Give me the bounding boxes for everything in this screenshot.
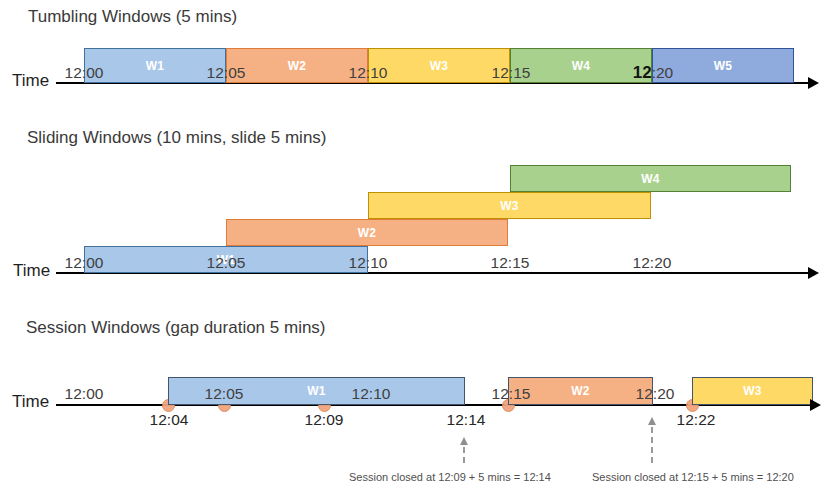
time-tick-label: 12:20: [636, 384, 675, 404]
diagram-title: Session Windows (gap duration 5 mins): [26, 318, 326, 338]
event-time-label: 12:22: [677, 410, 716, 430]
event-time-label: 12:09: [305, 410, 344, 430]
arrow-right-icon: [808, 77, 819, 89]
event-time-label: 12:14: [447, 410, 486, 430]
time-tick-label: 12:05: [207, 63, 246, 83]
time-tick-label: 12:00: [65, 253, 104, 273]
arrow-up-icon: [460, 437, 468, 445]
arrow-right-icon: [808, 267, 819, 279]
time-tick-label: 12:15: [492, 63, 531, 83]
window-label: W3: [743, 384, 762, 398]
time-tick-label: 12:10: [352, 384, 391, 404]
time-tick-label: 12:15: [492, 384, 531, 404]
window-w5: W5: [652, 48, 794, 83]
window-label: W4: [641, 172, 660, 186]
window-label: W4: [572, 59, 591, 73]
window-w1: W1: [84, 48, 226, 83]
window-label: W1: [146, 59, 165, 73]
arrow-right-icon: [810, 399, 821, 411]
window-w3: W3: [692, 377, 813, 405]
window-w3: W3: [368, 48, 510, 83]
time-tick-label: 12:10: [349, 253, 388, 273]
window-w2: W2: [226, 48, 368, 83]
window-label: W2: [358, 226, 377, 240]
event-time-label: 12:04: [150, 410, 189, 430]
time-tick-label: 12:00: [65, 384, 104, 404]
time-axis-label: Time: [12, 71, 49, 91]
annotation-arrow: [648, 417, 656, 463]
arrow-up-icon: [648, 417, 656, 425]
window-label: W5: [714, 59, 733, 73]
time-axis-label: Time: [12, 392, 49, 412]
time-axis-label: Time: [13, 261, 50, 281]
annotation-arrow: [460, 437, 468, 463]
window-w4: W4: [510, 165, 791, 192]
time-tick-label: 12:05: [205, 384, 244, 404]
stream-windowing-diagram: Tumbling Windows (5 mins) Time W1 W2 W3 …: [0, 0, 829, 498]
window-w2: W2: [226, 219, 508, 246]
time-tick-label: 12:05: [207, 253, 246, 273]
diagram-title: Sliding Windows (10 mins, slide 5 mins): [27, 128, 327, 148]
dashed-line: [463, 447, 465, 463]
diagram-title: Tumbling Windows (5 mins): [28, 7, 237, 27]
time-tick-label: 12:10: [349, 63, 388, 83]
dashed-line: [651, 427, 653, 463]
window-label: W3: [430, 59, 449, 73]
time-tick-label-bold-part: 12: [633, 63, 652, 82]
time-tick-label: 12:20: [633, 63, 673, 83]
session-closed-annotation: Session closed at 12:15 + 5 mins = 12:20: [592, 471, 794, 483]
window-w4: W4: [510, 48, 652, 83]
window-label: W1: [307, 384, 326, 398]
time-tick-label-rest: :20: [652, 64, 674, 81]
window-label: W2: [288, 59, 307, 73]
window-label: W3: [500, 199, 519, 213]
session-closed-annotation: Session closed at 12:09 + 5 mins = 12:14: [349, 471, 551, 483]
time-tick-label: 12:15: [491, 253, 530, 273]
window-w3: W3: [368, 192, 651, 219]
time-tick-label: 12:00: [65, 63, 104, 83]
time-tick-label: 12:20: [633, 253, 672, 273]
window-label: W2: [571, 384, 590, 398]
